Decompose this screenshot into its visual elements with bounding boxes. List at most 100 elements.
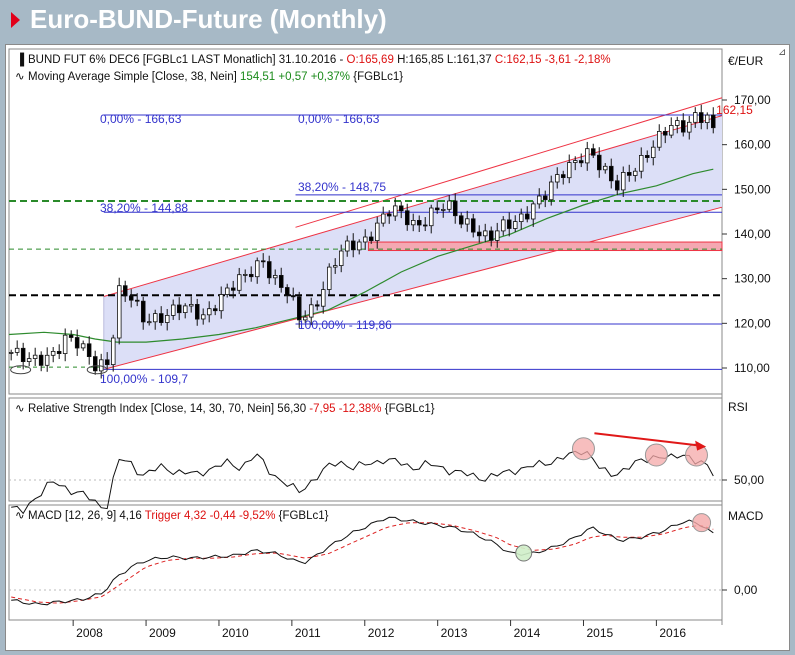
candle — [609, 165, 614, 182]
divergence-arrow-line — [594, 432, 701, 447]
candle — [567, 162, 572, 179]
candle — [230, 287, 236, 291]
candle — [386, 213, 392, 217]
candle — [123, 285, 128, 297]
channel-lower-line — [103, 206, 723, 370]
rsi-highlight-circle — [571, 437, 595, 461]
candle — [555, 174, 560, 183]
macd-cross-circle-green — [515, 544, 533, 562]
candle — [129, 295, 134, 301]
candle — [380, 213, 386, 224]
candle — [38, 354, 44, 366]
candle-legend-icon: ▐ — [16, 52, 25, 67]
macd-legend: ∿ MACD [12, 26, 9] 4,16 Trigger 4,32 -0,… — [15, 510, 329, 522]
last-price-label: 162,15 — [716, 103, 753, 117]
x-axis-label: 2013 — [441, 626, 468, 640]
candle — [633, 170, 638, 176]
low-marker-ellipse — [86, 365, 108, 375]
macd-trigger-line — [11, 522, 714, 604]
macd-panel — [8, 504, 723, 621]
candle — [488, 230, 494, 241]
candle — [645, 155, 650, 159]
candle — [699, 112, 704, 123]
candle — [585, 148, 590, 164]
candle — [242, 273, 248, 276]
candle — [236, 274, 242, 291]
candle — [597, 154, 602, 171]
candle — [519, 213, 524, 222]
candle — [392, 205, 398, 217]
candle — [218, 294, 224, 312]
candle — [8, 351, 14, 354]
x-axis-label: 2009 — [149, 626, 176, 640]
candle — [194, 303, 200, 320]
price-axis-label: 130,00 — [734, 272, 771, 286]
candle — [182, 305, 188, 313]
x-axis-label: 2010 — [222, 626, 249, 640]
candle — [338, 250, 344, 267]
macd-axis-label: 0,00 — [734, 583, 758, 597]
rsi-legend: ∿ Relative Strength Index [Close, 14, 30… — [15, 403, 435, 415]
candle — [446, 200, 452, 210]
candle — [20, 347, 26, 362]
candle — [500, 219, 506, 232]
candle — [296, 296, 302, 321]
divergence-arrow-head — [695, 440, 707, 451]
candle — [440, 208, 446, 211]
candle — [50, 350, 56, 356]
candle — [170, 304, 176, 316]
svg-text:Relative Strength Index [Close: Relative Strength Index [Close, 14, 30, … — [28, 403, 435, 415]
price-axis-label: 140,00 — [734, 227, 771, 241]
candle — [314, 304, 320, 307]
price-axis-label: 150,00 — [734, 182, 771, 196]
candle — [476, 231, 482, 237]
candle — [326, 266, 332, 290]
price-legend-info: BUND FUT 6% DEC6 [FGBLc1 LAST Monatlich]… — [28, 54, 343, 66]
candle — [531, 203, 536, 220]
price-legend-hl: H:165,85 L:161,37 — [397, 54, 492, 66]
rsi-line — [11, 450, 714, 515]
candle — [579, 160, 584, 164]
candle — [687, 121, 692, 133]
candle — [482, 230, 488, 237]
svg-text:BUND FUT 6% DEC6 [FGBLc1 LAST: BUND FUT 6% DEC6 [FGBLc1 LAST Monatlich]… — [28, 54, 611, 66]
candle — [32, 354, 38, 360]
price-unit-label: €/EUR — [728, 54, 764, 68]
candle — [458, 215, 464, 225]
candle — [506, 219, 512, 229]
candle — [117, 285, 122, 339]
macd-panel-label: MACD — [728, 509, 764, 523]
title-bar: Euro-BUND-Future (Monthly) — [0, 0, 795, 44]
candle — [603, 165, 608, 171]
candle — [675, 120, 680, 126]
candle — [464, 218, 470, 225]
x-axis-label: 2008 — [76, 626, 103, 640]
page-title: Euro-BUND-Future (Monthly) — [30, 4, 387, 34]
pin-icon[interactable]: ⊿ — [778, 47, 786, 58]
candle — [278, 274, 284, 288]
candle — [356, 241, 362, 251]
x-axis-label: 2015 — [586, 626, 613, 640]
rsi-panel — [8, 397, 723, 502]
price-axis-label: 110,00 — [734, 361, 770, 375]
ma-legend-suffix: {FGBLc1} — [353, 71, 403, 83]
candle — [260, 260, 266, 263]
ma-legend-label: Moving Average Simple [Close, 38, Nein] — [28, 71, 237, 83]
support-band — [367, 241, 723, 252]
candle — [663, 131, 668, 136]
price-axis-label: 160,00 — [734, 138, 771, 152]
svg-text:Moving Average Simple [Close,: Moving Average Simple [Close, 38, Nein] … — [28, 71, 403, 83]
candle — [26, 358, 32, 363]
candle — [470, 218, 476, 233]
candle — [410, 219, 416, 226]
candle — [627, 172, 632, 176]
candle — [272, 274, 278, 279]
chart-svg: 162,15 110,00 120,00 130,00 140,00 150,00 160… — [8, 47, 786, 640]
candle — [512, 221, 518, 229]
candle — [302, 316, 308, 321]
fib-label-0-right: 0,00% - 166,63 — [298, 112, 380, 126]
candle — [176, 304, 182, 314]
ma-legend-value: 154,51 +0,57 +0,37% — [240, 71, 350, 83]
candle — [705, 114, 710, 123]
macd-legend-trigger: Trigger 4,32 -0,44 -9,52% — [145, 510, 276, 522]
